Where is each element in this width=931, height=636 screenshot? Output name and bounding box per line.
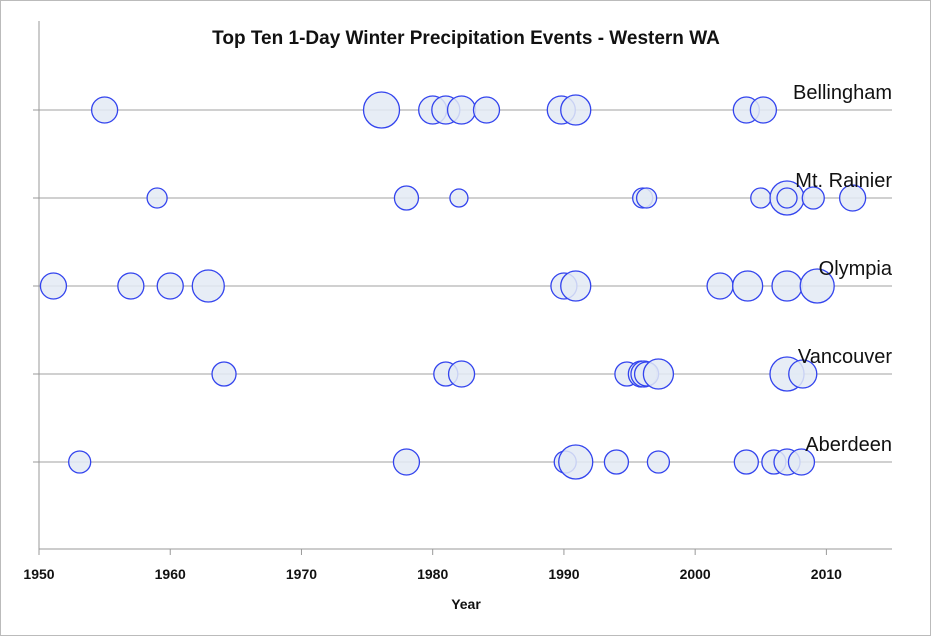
event-bubble — [68, 450, 92, 474]
event-bubble — [706, 272, 734, 300]
chart-title: Top Ten 1-Day Winter Precipitation Event… — [212, 28, 720, 49]
x-tick-label: 1990 — [548, 566, 579, 582]
event-bubble — [788, 359, 818, 389]
x-tick-label: 1950 — [23, 566, 54, 582]
event-bubble — [392, 448, 421, 476]
event-bubble — [362, 91, 401, 129]
event-bubble — [449, 188, 469, 208]
station-label: Aberdeen — [805, 434, 892, 456]
event-bubble — [146, 187, 168, 209]
event-bubble — [801, 186, 825, 210]
event-bubble — [191, 269, 225, 303]
event-bubble — [472, 96, 501, 124]
event-bubble — [39, 272, 68, 300]
x-axis-label: Year — [451, 596, 481, 612]
x-tick-label: 2010 — [811, 566, 842, 582]
event-bubble — [560, 270, 592, 302]
event-bubble — [787, 448, 816, 476]
event-bubble — [90, 96, 119, 124]
event-bubble — [776, 187, 798, 209]
event-bubble — [731, 270, 764, 302]
event-bubble — [838, 184, 867, 212]
event-bubble — [733, 449, 759, 475]
x-tick-label: 1960 — [155, 566, 186, 582]
event-bubble — [447, 360, 476, 388]
event-bubble — [642, 358, 675, 390]
station-label: Vancouver — [798, 346, 892, 368]
event-bubble — [771, 270, 803, 302]
event-bubble — [446, 95, 477, 125]
event-bubble — [558, 444, 594, 480]
event-bubble — [211, 361, 237, 387]
event-bubble — [749, 96, 778, 124]
x-tick-label: 1970 — [286, 566, 317, 582]
station-label: Bellingham — [793, 82, 892, 104]
event-bubble — [156, 272, 184, 300]
event-bubble — [117, 272, 145, 300]
x-tick-label: 1980 — [417, 566, 448, 582]
event-bubble — [646, 450, 671, 474]
event-bubble — [635, 187, 658, 209]
event-bubble — [799, 268, 835, 304]
station-label: Mt. Rainier — [795, 170, 892, 192]
event-bubble — [603, 449, 630, 475]
event-bubble — [750, 187, 772, 209]
event-bubble — [560, 94, 592, 126]
station-label: Olympia — [819, 258, 893, 280]
event-bubble — [393, 185, 420, 211]
x-tick-label: 2000 — [680, 566, 711, 582]
